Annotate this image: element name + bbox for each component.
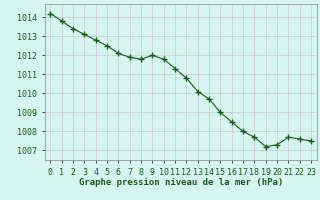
X-axis label: Graphe pression niveau de la mer (hPa): Graphe pression niveau de la mer (hPa)	[79, 178, 283, 187]
